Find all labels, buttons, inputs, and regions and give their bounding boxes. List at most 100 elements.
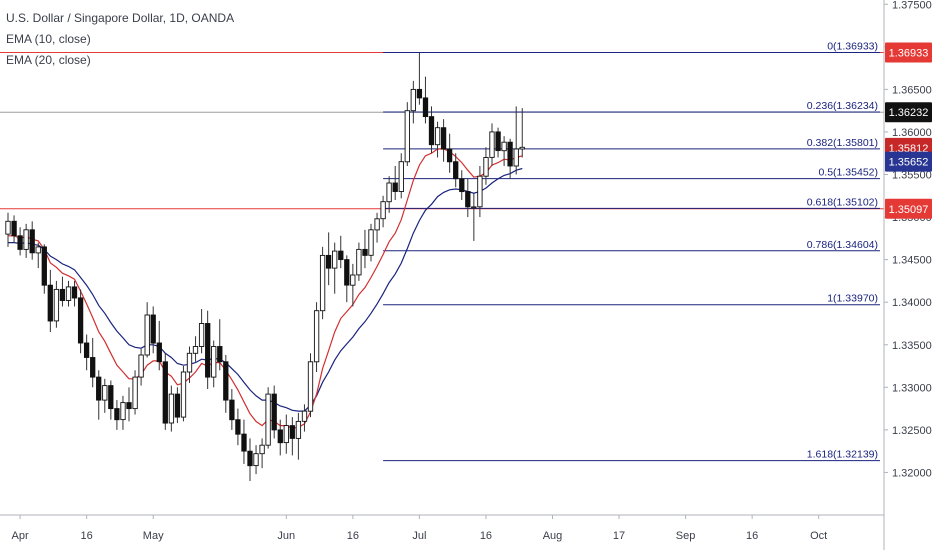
price-tick-label-3: 1.36000 [892,127,932,139]
candle-76 [465,178,471,218]
candle-body-41 [253,453,259,467]
fib-level-label-7: 1.618(1.32139) [807,449,878,461]
price-badge-4: 1.35097 [885,198,932,219]
candle-51 [313,302,320,372]
price-badge-bg-4 [885,198,932,219]
candle-body-36 [223,361,229,401]
candle-19 [120,395,126,430]
candle-body-56 [344,259,350,286]
candle-body-18 [114,408,120,421]
candle-body-31 [192,346,199,354]
candle-body-28 [174,393,181,418]
ema10-legend[interactable]: EMA (10, close) [6,32,91,46]
candle-body-48 [295,420,302,439]
candle-9 [59,276,66,307]
price-badge-label-3: 1.35652 [889,157,929,169]
candle-23 [144,302,150,358]
price-badge-label-4: 1.35097 [889,204,929,216]
candle-26 [162,353,168,430]
candle-22 [138,349,144,386]
candle-8 [53,280,60,328]
candle-55 [338,235,344,269]
candle-body-58 [356,248,362,276]
candle-78 [477,165,483,218]
candle-body-17 [108,385,114,410]
candle-body-53 [325,254,332,269]
time-tick-label-9: Sep [676,530,696,542]
candle-body-9 [59,288,66,301]
candle-body-2 [17,235,23,250]
candle-body-66 [404,110,410,163]
candle-63 [386,176,392,213]
candle-body-73 [446,148,453,163]
candle-59 [362,229,368,269]
candle-body-38 [235,419,241,435]
candle-body-26 [162,361,168,424]
candle-34 [211,340,217,388]
candle-52 [319,246,326,320]
candle-body-25 [156,342,162,363]
candle-body-82 [501,141,507,152]
candle-body-45 [277,429,283,444]
ema20-legend[interactable]: EMA (20, close) [6,53,91,67]
fib-level-label-1: 0.236(1.36234) [807,100,878,112]
candle-35 [217,319,223,371]
candle-body-32 [198,323,205,347]
time-tick-label-11: Oct [810,530,827,542]
candle-body-27 [168,393,175,424]
candle-body-77 [471,206,477,209]
candle-58 [356,242,362,281]
candle-body-30 [186,352,193,373]
candle-84 [513,106,519,175]
fib-level-label-6: 1(1.33970) [827,293,878,305]
candle-body-85 [519,146,525,150]
time-tick-label-2: May [143,530,164,542]
candle-74 [453,153,459,188]
candle-49 [301,404,308,432]
candle-82 [501,136,507,166]
candle-44 [271,385,277,439]
candle-48 [295,412,302,460]
candle-body-39 [241,433,247,452]
ema20-line-group [8,167,523,412]
candle-body-40 [247,450,253,467]
candle-71 [434,121,441,158]
candle-5 [35,242,41,269]
candle-body-80 [489,131,495,158]
fib-level-label-2: 0.382(1.35801) [807,137,878,149]
candle-31 [192,336,199,362]
candle-83 [507,138,513,179]
candle-56 [344,255,350,303]
candle-69 [422,76,429,124]
candle-79 [483,147,489,185]
candle-67 [410,80,416,124]
candle-body-37 [229,399,235,421]
candle-body-61 [374,218,380,231]
candle-body-55 [338,250,344,261]
candle-32 [198,309,205,354]
candle-14 [90,337,96,388]
time-tick-label-4: 16 [347,530,359,542]
candle-body-78 [477,175,483,208]
candle-42 [259,438,265,469]
candle-body-60 [368,229,374,256]
candle-body-7 [47,284,53,322]
candle-body-54 [332,250,338,269]
price-badge-label-0: 1.36933 [889,48,929,60]
candle-body-10 [65,286,72,301]
candle-10 [65,280,72,307]
candle-body-72 [440,127,447,150]
candle-body-5 [35,246,41,254]
candle-body-42 [259,444,265,455]
candle-body-59 [362,248,368,256]
price-badge-3: 1.35652 [885,151,932,172]
candle-61 [374,212,380,243]
candle-body-81 [495,131,501,152]
price-tick-label-7: 1.34000 [892,297,932,309]
candle-36 [223,354,229,413]
candle-20 [126,387,132,422]
symbol-title[interactable]: U.S. Dollar / Singapore Dollar, 1D, OAND… [6,11,235,25]
candle-81 [495,127,501,158]
